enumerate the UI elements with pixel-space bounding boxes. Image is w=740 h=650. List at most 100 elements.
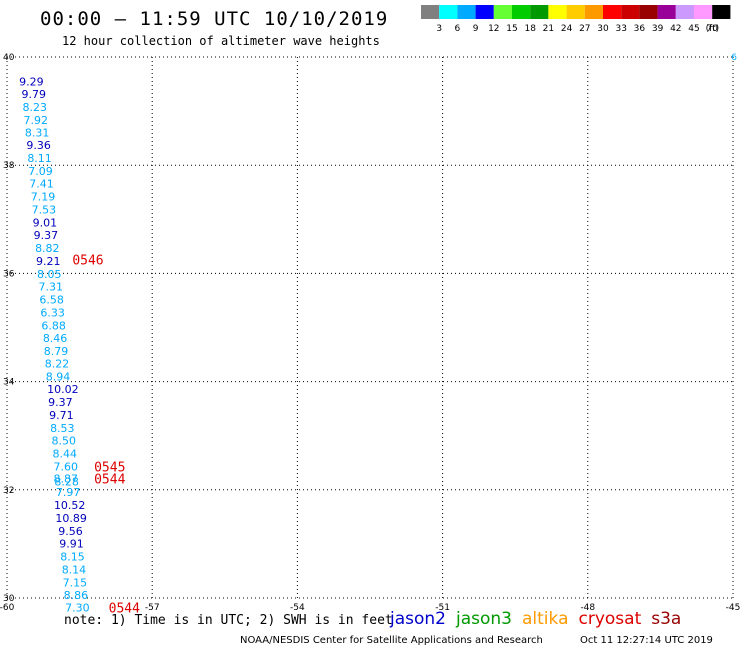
swh-data-label: 7.30	[65, 602, 90, 615]
colorbar-tick-label: 42	[670, 24, 681, 34]
swh-data-label: 8.23	[22, 101, 46, 114]
swh-data-label: 9.56	[58, 525, 83, 538]
swh-data-label: 10.02	[47, 383, 78, 396]
colorbar-tick-label: 6	[455, 24, 461, 34]
colorbar-tick-label: 15	[506, 24, 517, 34]
swh-data-label: 7.15	[63, 576, 88, 589]
colorbar-tick-label: 70	[706, 24, 718, 34]
y-tick-label: 36	[3, 269, 15, 279]
colorbar-swatch	[712, 5, 731, 19]
swh-data-label: 8.14	[62, 563, 87, 576]
swh-data-label: 9.01	[33, 217, 58, 230]
pass-time-label: 0544	[109, 602, 140, 617]
legend-entry-altika: altika	[522, 609, 569, 629]
colorbar-swatch	[639, 5, 658, 19]
colorbar-tick-label: 39	[652, 24, 664, 34]
swh-data-label: 6.88	[41, 319, 66, 332]
colorbar-tick-label: 33	[615, 24, 626, 34]
swh-data-label: 6.58	[39, 293, 64, 306]
colorbar-swatch	[566, 5, 585, 19]
colorbar-tick-label: 18	[524, 24, 536, 34]
x-tick-label: -60	[0, 603, 15, 613]
swh-data-label: 10.52	[54, 499, 86, 512]
colorbar-tick-label: 27	[579, 24, 590, 34]
pass-time-label: 0545	[94, 461, 125, 476]
colorbar-swatch	[439, 5, 458, 19]
swh-data-label: 8.31	[25, 127, 49, 140]
swh-data-label: 8.15	[60, 550, 85, 563]
colorbar-swatch	[548, 5, 567, 19]
y-tick-label: 40	[3, 53, 15, 63]
x-tick-label: -54	[290, 603, 305, 613]
pass-time-label: 0546	[72, 253, 103, 268]
corner-edge-label: 6	[731, 53, 737, 63]
chart-subtitle: 12 hour collection of altimeter wave hei…	[62, 34, 380, 48]
y-tick-label: 32	[3, 486, 14, 496]
colorbar-swatch	[512, 5, 531, 19]
colorbar-tick-label: 24	[561, 24, 573, 34]
credits: NOAA/NESDIS Center for Satellite Applica…	[240, 635, 543, 646]
swh-data-label: 10.89	[55, 512, 87, 525]
swh-data-label: 8.53	[50, 422, 75, 435]
swh-data-label: 9.79	[22, 88, 47, 101]
swh-data-label: 7.60	[53, 461, 78, 474]
colorbar-swatch	[603, 5, 622, 19]
swh-data-label: 9.37	[34, 229, 59, 242]
swh-data-label: 8.28	[54, 476, 79, 489]
swh-data-label: 7.53	[32, 204, 56, 217]
swh-data-label: 9.37	[48, 396, 73, 409]
swh-data-label: 7.31	[38, 280, 63, 293]
colorbar-unit: (ft)	[706, 24, 720, 34]
swh-data-label: 8.22	[45, 358, 70, 371]
colorbar-tick-label: 3	[436, 24, 442, 34]
swh-data-label: 7.19	[31, 191, 56, 204]
pass-time-label: 0544	[94, 472, 125, 487]
colorbar-tick-label: 45	[688, 24, 699, 34]
x-tick-label: -57	[145, 603, 160, 613]
colorbar-tick-label: 9	[473, 24, 479, 34]
colorbar-tick-label: 36	[634, 24, 646, 34]
swh-data-label: 7.41	[29, 178, 54, 191]
y-tick-label: 34	[3, 378, 15, 388]
swh-data-label: 8.50	[52, 435, 77, 448]
legend-entry-s3a: s3a	[651, 609, 682, 629]
colorbar-swatch	[657, 5, 676, 19]
color-scale-legend: 3 6 9 12 15 18 21 24 27 30 33 36 39 42 45 70(ft)	[421, 5, 731, 34]
swh-data-label: 7.09	[28, 165, 52, 178]
colorbar-tick-label: 12	[488, 24, 499, 34]
colorbar-swatch	[421, 5, 440, 19]
colorbar-swatch	[694, 5, 713, 19]
x-tick-label: -45	[726, 603, 740, 613]
swh-data-label: 9.29	[19, 75, 43, 88]
colorbar-tick-label: 30	[597, 24, 609, 34]
swh-data-label: 8.87	[53, 472, 78, 485]
swh-data-label: 8.46	[43, 332, 68, 345]
satellite-legend: jason2 jason3 altika cryosat s3a	[390, 609, 691, 629]
swh-data-label: 7.92	[23, 114, 48, 127]
y-tick-label: 30	[3, 594, 15, 604]
swh-data-label: 8.05	[37, 268, 62, 281]
colorbar-swatch	[675, 5, 694, 19]
swh-data-label: 8.44	[52, 448, 77, 461]
swh-data-label: 9.91	[59, 537, 84, 550]
generated-timestamp: Oct 11 12:27:14 UTC 2019	[580, 635, 713, 646]
chart-title: 00:00 – 11:59 UTC 10/10/2019	[40, 8, 389, 30]
x-tick-label: -48	[580, 603, 595, 613]
colorbar-swatch	[475, 5, 494, 19]
swh-data-label: 9.71	[49, 409, 74, 422]
colorbar-swatch	[530, 5, 549, 19]
swh-data-label: 9.36	[26, 139, 51, 152]
colorbar-swatch	[493, 5, 512, 19]
swh-data-label: 8.94	[46, 371, 71, 384]
swh-data-label: 8.11	[27, 152, 52, 165]
legend-entry-jason2: jason2	[390, 609, 446, 629]
swh-data-label: 8.82	[35, 242, 60, 255]
swh-data-label: 7.97	[56, 486, 81, 499]
x-tick-label: -51	[435, 603, 450, 613]
colorbar-swatch	[621, 5, 640, 19]
y-tick-label: 38	[3, 161, 15, 171]
legend-entry-cryosat: cryosat	[578, 609, 642, 629]
colorbar-swatch	[457, 5, 476, 19]
swh-data-label: 8.86	[64, 589, 89, 602]
swh-data-label: 9.21	[36, 255, 61, 268]
